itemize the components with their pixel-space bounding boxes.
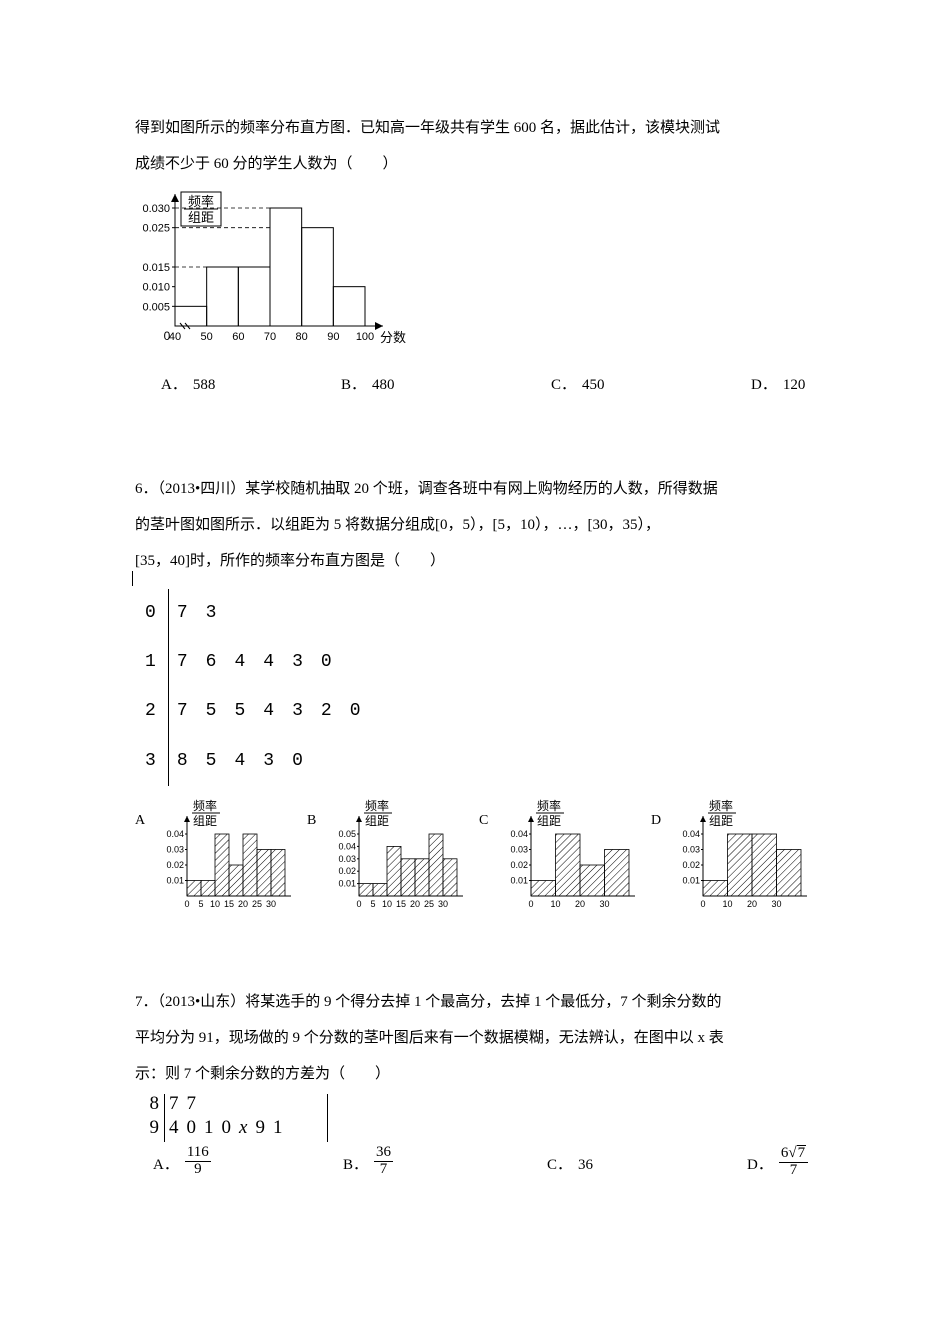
svg-text:0: 0: [184, 899, 189, 909]
svg-text:70: 70: [264, 331, 276, 343]
svg-text:30: 30: [599, 899, 609, 909]
q6-chart-d: 频率组距 0.01 0.02 0.03 0.04 0 10 20 30: [673, 798, 809, 916]
svg-text:15: 15: [224, 899, 234, 909]
q7-opt-d: 6√77: [779, 1147, 808, 1183]
svg-text:0.010: 0.010: [142, 282, 170, 294]
svg-text:30: 30: [438, 899, 448, 909]
svg-text:0.005: 0.005: [142, 301, 170, 313]
q7-line3: 示：则 7 个剩余分数的方差为（ ）: [135, 1056, 815, 1092]
q7-stemleaf: 87794010x91: [141, 1092, 815, 1143]
svg-text:0.02: 0.02: [166, 860, 184, 870]
q5-line2: 成绩不少于 60 分的学生人数为（ ）: [135, 146, 815, 182]
q6-opt-c-label: C: [479, 798, 501, 916]
svg-text:0: 0: [528, 899, 533, 909]
svg-text:10: 10: [210, 899, 220, 909]
q6-opt-d-label: D: [651, 798, 673, 916]
svg-text:10: 10: [722, 899, 732, 909]
q6-chart-a: 频率组距 0.01 0.02 0.03 0.04 05 10 15 20 25 30: [157, 798, 293, 916]
q6-chart-b: 频率组距 0.01 0.02 0.03 0.04 0.05 05 10 15 20 25 30: [329, 798, 465, 916]
svg-text:90: 90: [327, 331, 339, 343]
svg-text:0.025: 0.025: [142, 223, 170, 235]
svg-text:频率: 频率: [709, 798, 733, 813]
svg-text:0.01: 0.01: [682, 875, 700, 885]
svg-text:20: 20: [238, 899, 248, 909]
svg-text:分数: 分数: [380, 330, 406, 345]
q6-options: A 频率组距0.010.020.030.04051015202530 B 频率组…: [135, 798, 815, 916]
svg-text:0.02: 0.02: [338, 866, 356, 876]
svg-text:组距: 组距: [709, 814, 733, 828]
q6-stemleaf: 073176443027554320385430: [125, 579, 815, 792]
q5-line1: 得到如图所示的频率分布直方图．已知高一年级共有学生 600 名，据此估计，该模块…: [135, 110, 815, 146]
svg-text:0.030: 0.030: [142, 203, 170, 215]
svg-text:10: 10: [382, 899, 392, 909]
svg-text:30: 30: [266, 899, 276, 909]
svg-text:0.03: 0.03: [682, 844, 700, 854]
svg-text:0.01: 0.01: [338, 878, 356, 888]
svg-text:50: 50: [201, 331, 213, 343]
svg-text:0.04: 0.04: [510, 829, 528, 839]
q7-line2: 平均分为 91，现场做的 9 个分数的茎叶图后来有一个数据模糊，无法辨认，在图中…: [135, 1020, 815, 1056]
svg-text:20: 20: [575, 899, 585, 909]
svg-text:0.01: 0.01: [510, 875, 528, 885]
svg-text:频率: 频率: [188, 194, 214, 209]
q5-options: A．588 B．480 C．450 D．120: [135, 367, 815, 403]
svg-text:组距: 组距: [537, 814, 561, 828]
svg-text:100: 100: [356, 331, 374, 343]
svg-text:0.02: 0.02: [510, 860, 528, 870]
svg-text:5: 5: [198, 899, 203, 909]
svg-text:15: 15: [396, 899, 406, 909]
q7-opt-a: 1169: [185, 1147, 211, 1183]
svg-text:80: 80: [296, 331, 308, 343]
svg-text:5: 5: [370, 899, 375, 909]
q7-opt-b: 367: [374, 1147, 393, 1183]
svg-text:组距: 组距: [193, 814, 217, 828]
q6-line3: [35，40]时，所作的频率分布直方图是（ ）: [135, 543, 815, 579]
svg-text:0.03: 0.03: [166, 844, 184, 854]
svg-text:0.05: 0.05: [338, 829, 356, 839]
svg-text:0.04: 0.04: [166, 829, 184, 839]
svg-text:0.015: 0.015: [142, 262, 170, 274]
svg-text:组距: 组距: [188, 210, 214, 225]
q6-line2: 的茎叶图如图所示．以组距为 5 将数据分组成[0，5），[5，10），…，[30…: [135, 507, 815, 543]
q5-opt-c: 450: [582, 367, 605, 403]
svg-text:10: 10: [550, 899, 560, 909]
q6-opt-a-label: A: [135, 798, 157, 916]
svg-text:60: 60: [232, 331, 244, 343]
svg-text:25: 25: [252, 899, 262, 909]
svg-text:25: 25: [424, 899, 434, 909]
svg-text:频率: 频率: [365, 798, 389, 813]
svg-text:0.02: 0.02: [682, 860, 700, 870]
svg-text:频率: 频率: [193, 798, 217, 813]
svg-text:0.03: 0.03: [338, 854, 356, 864]
svg-text:0.04: 0.04: [338, 841, 356, 851]
svg-text:0: 0: [700, 899, 705, 909]
svg-text:40: 40: [169, 331, 181, 343]
svg-text:0.03: 0.03: [510, 844, 528, 854]
q7-line1: 7．（2013•山东）将某选手的 9 个得分去掉 1 个最高分，去掉 1 个最低…: [135, 984, 815, 1020]
q5-histogram: 频率组距0.0050.0100.0150.0250.03004050607080…: [131, 186, 815, 365]
svg-text:30: 30: [771, 899, 781, 909]
svg-text:20: 20: [747, 899, 757, 909]
svg-text:0.04: 0.04: [682, 829, 700, 839]
q5-opt-d: 120: [783, 367, 806, 403]
svg-text:20: 20: [410, 899, 420, 909]
q6-line1: 6．（2013•四川）某学校随机抽取 20 个班，调查各班中有网上购物经历的人数…: [135, 471, 815, 507]
svg-text:组距: 组距: [365, 814, 389, 828]
svg-text:0: 0: [356, 899, 361, 909]
q5-opt-a: 588: [193, 367, 216, 403]
q7-opt-c: 36: [578, 1147, 593, 1183]
q6-chart-c: 频率组距 0.01 0.02 0.03 0.04 0 10 20 30: [501, 798, 637, 916]
q6-opt-b-label: B: [307, 798, 329, 916]
q5-opt-b: 480: [372, 367, 395, 403]
svg-text:0.01: 0.01: [166, 875, 184, 885]
svg-text:频率: 频率: [537, 798, 561, 813]
q7-options: A．1169 B．367 C．36 D．6√77: [135, 1147, 815, 1183]
